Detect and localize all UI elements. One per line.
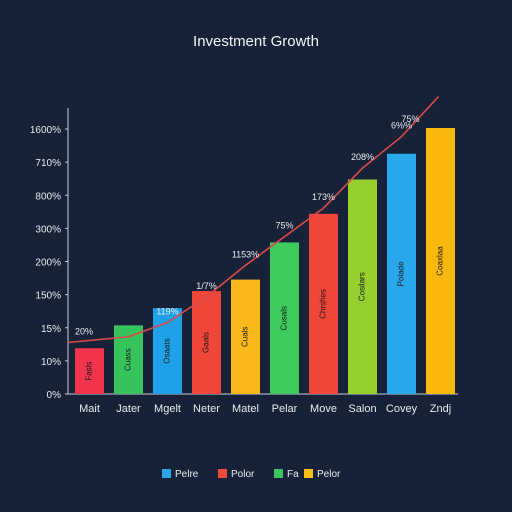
y-tick-label: 15% bbox=[41, 324, 61, 335]
x-tick-label: Move bbox=[310, 403, 337, 415]
legend-label: Pelor bbox=[317, 469, 341, 480]
data-label: 6%% bbox=[391, 121, 412, 131]
bar bbox=[231, 279, 260, 394]
bar bbox=[192, 291, 221, 394]
y-tick-label: 710% bbox=[35, 158, 61, 169]
y-tick-label: 0% bbox=[47, 390, 62, 401]
y-tick-label: 150% bbox=[35, 291, 61, 302]
x-tick-label: Pelar bbox=[272, 403, 298, 415]
x-tick-label: Covey bbox=[386, 403, 418, 415]
bar-inner-label: Cuals bbox=[241, 327, 250, 347]
legend-swatch bbox=[304, 469, 313, 478]
bar-inner-label: Coaxlaa bbox=[436, 246, 445, 276]
trend-line-group bbox=[67, 96, 440, 344]
x-tick-label: Jater bbox=[116, 403, 141, 415]
bar-inner-label: Gaals bbox=[202, 332, 211, 353]
legend: Pelre Polor Fa Pelor bbox=[162, 469, 341, 480]
bar-inner-label: Cuass bbox=[124, 348, 133, 371]
bar bbox=[309, 213, 338, 394]
chart-title: Investment Growth bbox=[193, 33, 319, 50]
x-tick-label: Salon bbox=[348, 403, 376, 415]
data-label: 75% bbox=[275, 221, 293, 231]
bar-inner-label: Cosilars bbox=[358, 272, 367, 301]
x-tick-label: Matel bbox=[232, 403, 259, 415]
legend-swatch bbox=[162, 469, 171, 478]
bar-inner-label: Fasls bbox=[85, 362, 94, 381]
legend-swatch bbox=[218, 469, 227, 478]
bar-inner-label: Chrshes bbox=[319, 289, 328, 319]
bar-inner-label: Osaats bbox=[163, 338, 172, 363]
bar bbox=[75, 348, 104, 394]
x-tick-label: Mait bbox=[79, 403, 100, 415]
legend-label: Fa bbox=[287, 469, 299, 480]
y-tick-label: 200% bbox=[35, 258, 61, 269]
y-tick-label: 1600% bbox=[30, 125, 61, 136]
y-tick-label: 10% bbox=[41, 357, 61, 368]
bar bbox=[387, 153, 416, 394]
data-label: 20% bbox=[75, 327, 93, 337]
data-labels: Fasls Cuass Osaats Gaals Cuals Cusals Chrshes C… bbox=[75, 114, 445, 381]
data-label: 173% bbox=[312, 192, 335, 202]
x-tick-label: Mgelt bbox=[154, 403, 181, 415]
data-label: 119% bbox=[156, 307, 178, 317]
y-tick-label: 300% bbox=[35, 224, 61, 235]
data-label: 208% bbox=[351, 152, 374, 162]
data-label: 1153% bbox=[232, 249, 259, 259]
bar bbox=[426, 128, 455, 394]
legend-swatch bbox=[274, 469, 283, 478]
legend-label: Pelre bbox=[175, 469, 199, 480]
bar-inner-label: Cusals bbox=[280, 306, 289, 330]
y-tick-label: 800% bbox=[35, 191, 61, 202]
x-tick-label: Zndj bbox=[430, 403, 451, 415]
bar bbox=[270, 242, 299, 394]
data-label: 75% bbox=[401, 114, 419, 124]
trend-line bbox=[67, 96, 440, 344]
data-label: 1/7% bbox=[196, 281, 217, 291]
x-tick-label: Neter bbox=[193, 403, 220, 415]
axes: 0% 10% 15% 150% 200% 300% 800% 710% 1600% Mait Jat… bbox=[30, 108, 458, 415]
legend-label: Polor bbox=[231, 469, 255, 480]
bar-inner-label: Polade bbox=[397, 261, 406, 286]
bar bbox=[348, 179, 377, 394]
